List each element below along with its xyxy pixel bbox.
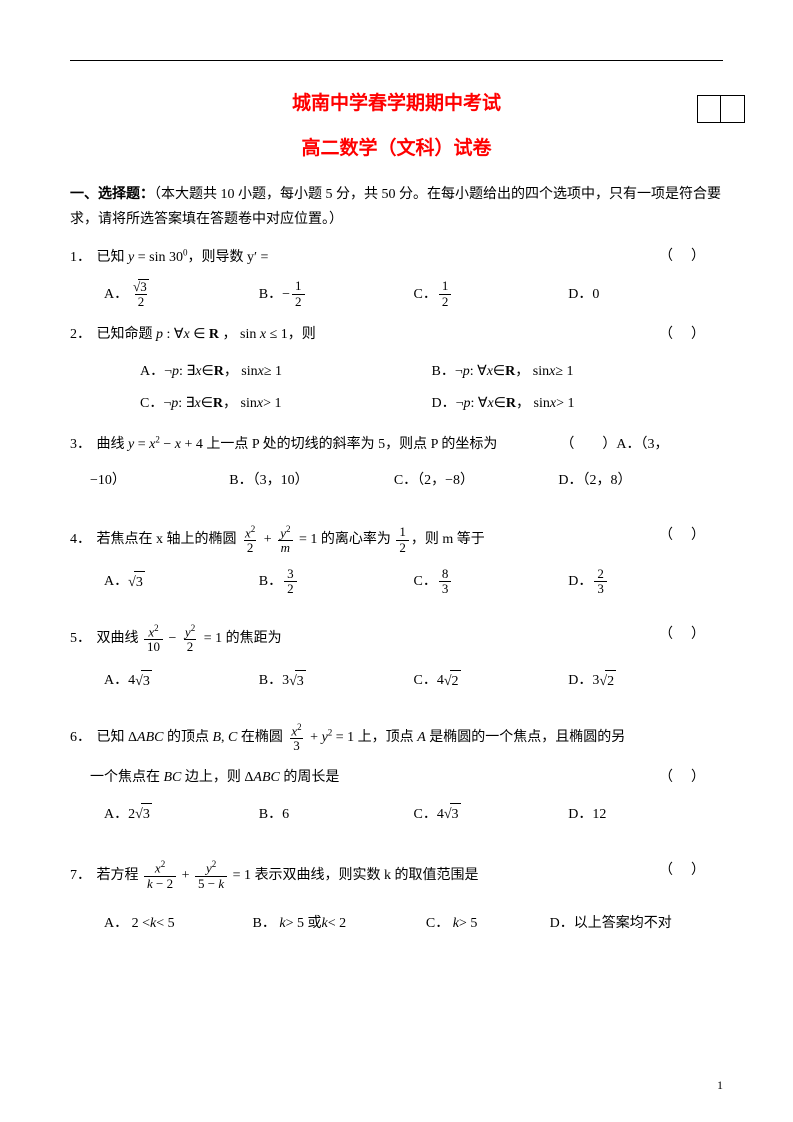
q1-text: 已知 y = sin 300，则导数 y′ = [97,250,269,265]
answer-paren: （） [659,860,723,881]
title-main: 城南中学春学期期中考试 [70,90,723,119]
answer-paren: （） [659,246,723,267]
question-4: （） 4． 若焦点在 x 轴上的椭圆 x22 + y2m = 1 的离心率为 1… [70,525,723,598]
q5-text: 双曲线 x210 − y22 = 1 的焦距为 [97,631,282,646]
q3-num: 3． [70,437,91,452]
q4-num: 4． [70,532,91,547]
question-2: （） 2． 已知命题 p : ∀x ∈ R ， sin x ≤ 1，则 A．¬p… [70,324,723,419]
q1-num: 1． [70,250,91,265]
question-3: 3． 曲线 y = x2 − x + 4 上一点 P 处的切线的斜率为 5，则点… [70,433,723,497]
q6-cont: （） 一个焦点在 BC 边上，则 ΔABC 的周长是 [90,767,723,788]
q2-B: B．¬p : ∀x ∈ R ， sin x ≥ 1 [432,355,724,387]
q7-options: A． 2 < k < 5 B． k > 5 或 k < 2 C． k > 5 D… [104,907,723,939]
question-1: （） 1． 已知 y = sin 300，则导数 y′ = A．32 B．−12… [70,246,723,310]
q5-num: 5． [70,631,91,646]
q1-options: A．32 B．−12 C．12 D．0 [104,278,723,310]
q2-options: A．¬p : ∃x ∈ R ， sin x ≥ 1 B．¬p : ∀x ∈ R … [140,355,723,419]
q7-text: 若方程 x2k − 2 + y25 − k = 1 表示双曲线，则实数 k 的取… [97,868,479,883]
answer-paren: （） [659,624,723,645]
answer-paren: （） [659,767,723,788]
page-number: 1 [717,1076,723,1094]
q4-text: 若焦点在 x 轴上的椭圆 x22 + y2m = 1 的离心率为 12，则 m … [97,532,485,547]
answer-paren: （） [659,324,723,345]
q2-D: D．¬p : ∀x ∈ R ， sin x > 1 [432,387,724,419]
q7-C: C． k > 5 [426,907,550,939]
q5-options: A．43 B．33 C．42 D．32 [104,665,723,697]
title-sub: 高二数学（文科）试卷 [70,135,723,164]
q2-A: A．¬p : ∃x ∈ R ， sin x ≥ 1 [140,355,432,387]
q2-text: 已知命题 p : ∀x ∈ R ， sin x ≤ 1，则 [97,327,316,342]
q7-num: 7． [70,868,91,883]
q2-C: C．¬p : ∃x ∈ R ， sin x > 1 [140,387,432,419]
q6-options: A．23 B．6 C．43 D．12 [104,798,723,830]
question-6: 6． 已知 ΔABC 的顶点 B, C 在椭圆 x23 + y2 = 1 上，顶… [70,723,723,831]
q3-text: 曲线 y = x2 − x + 4 上一点 P 处的切线的斜率为 5，则点 P … [97,437,669,452]
section-label: 一、选择题： [70,185,154,201]
section-heading: 一、选择题：（本大题共 10 小题，每小题 5 分，共 50 分。在每小题给出的… [70,181,723,232]
q2-num: 2． [70,327,91,342]
q7-A: A． 2 < k < 5 [104,907,253,939]
question-5: （） 5． 双曲线 x210 − y22 = 1 的焦距为 A．43 B．33 … [70,624,723,697]
q6-text: 已知 ΔABC 的顶点 B, C 在椭圆 x23 + y2 = 1 上，顶点 A… [97,730,626,745]
score-box [697,95,745,123]
question-7: （） 7． 若方程 x2k − 2 + y25 − k = 1 表示双曲线，则实… [70,860,723,939]
header-rule [70,60,723,61]
answer-paren: （） [659,525,723,546]
q4-options: A．3 B．32 C．83 D．23 [104,566,723,598]
q3-options: −10） B．（3，10） C．（2，−8） D．（2，8） [90,465,723,497]
q6-num: 6． [70,730,91,745]
section-desc: （本大题共 10 小题，每小题 5 分，共 50 分。在每小题给出的四个选项中，… [70,187,721,227]
q7-B: B． k > 5 或 k < 2 [253,907,426,939]
